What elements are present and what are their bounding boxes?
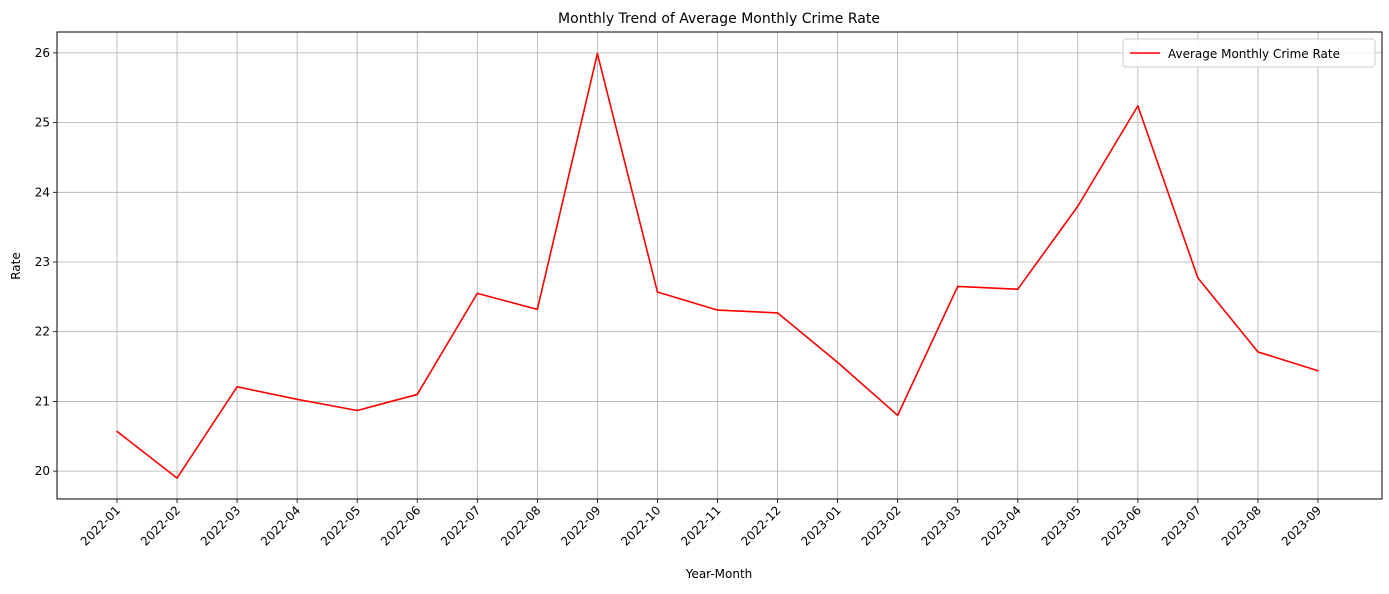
legend-box — [1122, 38, 1376, 68]
y-tick-label: 26 — [35, 46, 50, 60]
data-point — [536, 308, 539, 311]
data-point — [356, 409, 359, 412]
y-tick-label: 23 — [35, 255, 50, 269]
data-point — [896, 414, 899, 417]
x-tick-label: 2022-04 — [258, 503, 303, 548]
data-point — [296, 398, 298, 401]
data-point — [776, 312, 779, 314]
y-tick-label: 20 — [35, 464, 50, 478]
x-tick-label: 2022-12 — [738, 503, 783, 548]
data-point — [1317, 369, 1319, 372]
data-point — [596, 52, 599, 55]
x-tick-label: 2022-02 — [138, 503, 183, 548]
data-point — [236, 385, 238, 388]
x-tick-label: 2022-11 — [678, 503, 723, 548]
data-point — [476, 292, 479, 295]
x-tick-label: 2023-09 — [1279, 503, 1324, 548]
y-tick-label: 22 — [35, 325, 50, 339]
grid-lines — [57, 32, 1382, 499]
x-tick-label: 2022-05 — [318, 503, 363, 548]
x-tick-label: 2023-01 — [798, 503, 843, 548]
x-tick-label: 2022-09 — [558, 503, 603, 548]
x-tick-label: 2022-08 — [498, 503, 543, 548]
data-point — [176, 477, 178, 479]
y-tick-label: 21 — [35, 394, 50, 408]
x-tick-label: 2023-06 — [1099, 503, 1144, 548]
x-axis-label: Year-Month — [685, 567, 753, 581]
data-point — [656, 291, 659, 293]
x-tick-label: 2023-05 — [1039, 503, 1084, 548]
plot-area-frame — [56, 31, 1383, 500]
data-point — [836, 361, 839, 364]
chart-title: Monthly Trend of Average Monthly Crime R… — [558, 11, 880, 27]
x-tick-label: 2022-03 — [198, 503, 243, 548]
legend: Average Monthly Crime Rate — [1122, 38, 1376, 68]
data-point — [1197, 277, 1199, 279]
x-tick-label: 2022-10 — [618, 503, 663, 548]
y-tick-label: 25 — [35, 116, 50, 130]
x-axis: 2022-01 2022-02 2022-03 2022-04 2022-05 2022-… — [78, 499, 1324, 549]
x-tick-label: 2023-07 — [1159, 503, 1204, 548]
data-point — [716, 309, 719, 311]
x-tick-label: 2023-04 — [979, 503, 1024, 548]
data-point — [116, 430, 118, 433]
data-point — [1257, 351, 1259, 353]
data-point — [956, 285, 959, 288]
x-tick-label: 2023-02 — [858, 503, 903, 548]
y-tick-label: 24 — [35, 185, 50, 199]
x-tick-label: 2023-08 — [1219, 503, 1264, 548]
y-axis: 20 21 22 23 24 25 26 — [35, 46, 57, 478]
y-axis-label: Rate — [9, 252, 23, 280]
data-point — [1137, 105, 1139, 107]
legend-label: Average Monthly Crime Rate — [1168, 47, 1340, 61]
x-tick-label: 2022-06 — [378, 503, 423, 548]
series-layer — [116, 52, 1319, 479]
data-point — [1077, 205, 1079, 208]
x-tick-label: 2022-01 — [78, 503, 123, 548]
x-tick-label: 2023-03 — [918, 503, 963, 548]
x-tick-label: 2022-07 — [438, 503, 483, 548]
data-point — [1016, 288, 1019, 290]
data-point — [416, 393, 419, 396]
